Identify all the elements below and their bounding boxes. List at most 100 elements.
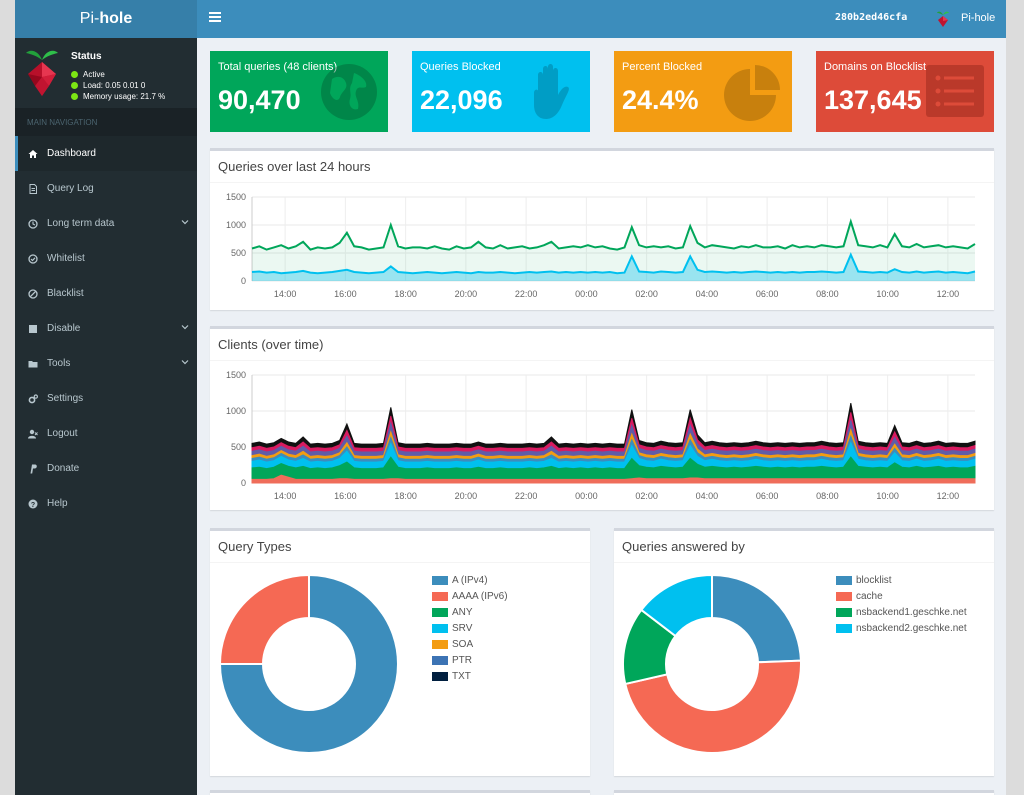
- x-tick-label: 04:00: [696, 289, 719, 299]
- legend-label: TXT: [452, 670, 471, 682]
- legend-item[interactable]: nsbackend1.geschke.net: [836, 604, 967, 620]
- legend-swatch: [432, 575, 448, 585]
- window-frame-right: [1006, 0, 1024, 795]
- series-area-Blocked DNS Queries: [252, 254, 975, 281]
- y-tick-label: 500: [231, 248, 246, 258]
- sidebar-item-blacklist[interactable]: Blacklist: [15, 276, 197, 311]
- stat-domains-blocklist: Domains on Blocklist 137,645: [816, 51, 994, 132]
- sidebar-item-query-log[interactable]: Query Log: [15, 171, 197, 206]
- legend-item[interactable]: SRV: [432, 620, 508, 636]
- sidebar-item-tools[interactable]: Tools: [15, 346, 197, 381]
- sidebar-item-disable[interactable]: Disable: [15, 311, 197, 346]
- queries-answered-donut-chart[interactable]: [614, 531, 994, 776]
- y-tick-label: 1500: [226, 192, 246, 202]
- x-tick-label: 20:00: [455, 289, 478, 299]
- status-active: Active: [71, 70, 105, 79]
- legend-label: nsbackend2.geschke.net: [856, 622, 967, 634]
- sidebar-item-whitelist[interactable]: Whitelist: [15, 241, 197, 276]
- status-active-text: Active: [83, 70, 105, 79]
- stat-label: Total queries (48 clients): [218, 61, 338, 73]
- legend-item[interactable]: cache: [836, 588, 967, 604]
- legend-item[interactable]: SOA: [432, 636, 508, 652]
- legend-item[interactable]: nsbackend2.geschke.net: [836, 620, 967, 636]
- clients-stacked-area-chart[interactable]: 1500 1000 500 0 14:00 16:00 18:00 20:00 22:00 00:…: [210, 329, 994, 510]
- sidebar-item-label: Dashboard: [47, 148, 96, 159]
- x-tick-label: 18:00: [394, 491, 417, 501]
- queries-over-time-panel: Queries over last 24 hours 1500 1000 500 0 1…: [210, 148, 994, 310]
- y-tick-label: 0: [241, 276, 246, 286]
- panel-divider: [210, 360, 994, 361]
- slice-cache: [624, 659, 802, 754]
- nav-header: MAIN NAVIGATION: [15, 108, 197, 136]
- stat-queries-blocked: Queries Blocked 22,096: [412, 51, 590, 132]
- legend-swatch: [432, 639, 448, 649]
- user-times-icon: [28, 429, 38, 439]
- sidebar-item-long-term-data[interactable]: Long term data: [15, 206, 197, 241]
- legend-label: nsbackend1.geschke.net: [856, 606, 967, 618]
- legend-item[interactable]: ANY: [432, 604, 508, 620]
- paypal-icon: [28, 464, 38, 474]
- series-area-Permitted DNS Queries: [252, 221, 975, 281]
- stat-value: 137,645: [824, 85, 922, 115]
- gears-icon: [28, 393, 38, 404]
- status-title: Status: [71, 51, 102, 62]
- y-tick-label: 1000: [226, 406, 246, 416]
- legend-label: A (IPv4): [452, 574, 488, 586]
- hamburger-icon[interactable]: [208, 10, 222, 24]
- stat-value: 24.4%: [622, 85, 699, 115]
- legend-item[interactable]: AAAA (IPv6): [432, 588, 508, 604]
- question-circle-icon: ?: [28, 499, 38, 509]
- lower-panel-left: [210, 790, 590, 795]
- hostname-label: 280b2ed46cfa: [835, 12, 908, 23]
- legend-item[interactable]: A (IPv4): [432, 572, 508, 588]
- status-load-text: Load: 0.05 0.01 0: [83, 81, 146, 90]
- file-icon: [28, 183, 38, 194]
- app-logo[interactable]: Pi-hole: [15, 0, 197, 38]
- stat-label: Domains on Blocklist: [824, 61, 927, 73]
- legend-item[interactable]: TXT: [432, 668, 508, 684]
- x-tick-label: 06:00: [756, 289, 779, 299]
- pihole-logo-icon[interactable]: [933, 9, 953, 29]
- panel-title: Clients (over time): [218, 337, 324, 352]
- y-tick-label: 1000: [226, 220, 246, 230]
- x-tick-label: 00:00: [575, 289, 598, 299]
- user-menu-label[interactable]: Pi-hole: [961, 12, 996, 24]
- pie-chart-icon: [722, 61, 784, 123]
- x-tick-label: 10:00: [876, 289, 899, 299]
- legend-item[interactable]: PTR: [432, 652, 508, 668]
- legend-label: ANY: [452, 606, 473, 618]
- chevron-down-icon: [181, 323, 189, 331]
- sidebar-item-dashboard[interactable]: Dashboard: [15, 136, 197, 171]
- legend-swatch: [836, 623, 852, 633]
- legend-item[interactable]: blocklist: [836, 572, 967, 588]
- status-load: Load: 0.05 0.01 0: [71, 81, 145, 90]
- sidebar-item-label: Help: [47, 498, 68, 509]
- sidebar-item-settings[interactable]: Settings: [15, 381, 197, 416]
- legend-swatch: [836, 591, 852, 601]
- legend-swatch: [432, 607, 448, 617]
- chevron-down-icon: [181, 358, 189, 366]
- sidebar-item-label: Whitelist: [47, 253, 85, 264]
- legend-swatch: [432, 591, 448, 601]
- slice-aaaa-ipv6-: [218, 573, 310, 665]
- sidebar-item-logout[interactable]: Logout: [15, 416, 197, 451]
- legend-swatch: [836, 575, 852, 585]
- sidebar-item-label: Query Log: [47, 183, 94, 194]
- legend-label: blocklist: [856, 574, 892, 586]
- slice-a-ipv4-: [218, 573, 399, 754]
- x-tick-label: 02:00: [635, 289, 658, 299]
- x-tick-label: 14:00: [274, 289, 297, 299]
- status-memory: Memory usage: 21.7 %: [71, 92, 165, 101]
- legend-label: cache: [856, 590, 883, 602]
- stat-value: 90,470: [218, 85, 301, 115]
- stop-icon: [28, 324, 38, 334]
- top-header: Pi-hole 280b2ed46cfa Pi-hole: [15, 0, 1006, 38]
- query-types-donut-chart[interactable]: [210, 531, 590, 776]
- panel-title: Queries answered by: [622, 539, 745, 554]
- panel-title: Query Types: [218, 539, 292, 554]
- x-tick-label: 12:00: [937, 491, 960, 501]
- sidebar-item-help[interactable]: ? Help: [15, 486, 197, 521]
- clock-icon: [28, 218, 38, 229]
- sidebar-item-donate[interactable]: Donate: [15, 451, 197, 486]
- queries-area-chart[interactable]: 1500 1000 500 0 14:00 16:00 18:00 20:00 22:00 00:…: [210, 151, 994, 310]
